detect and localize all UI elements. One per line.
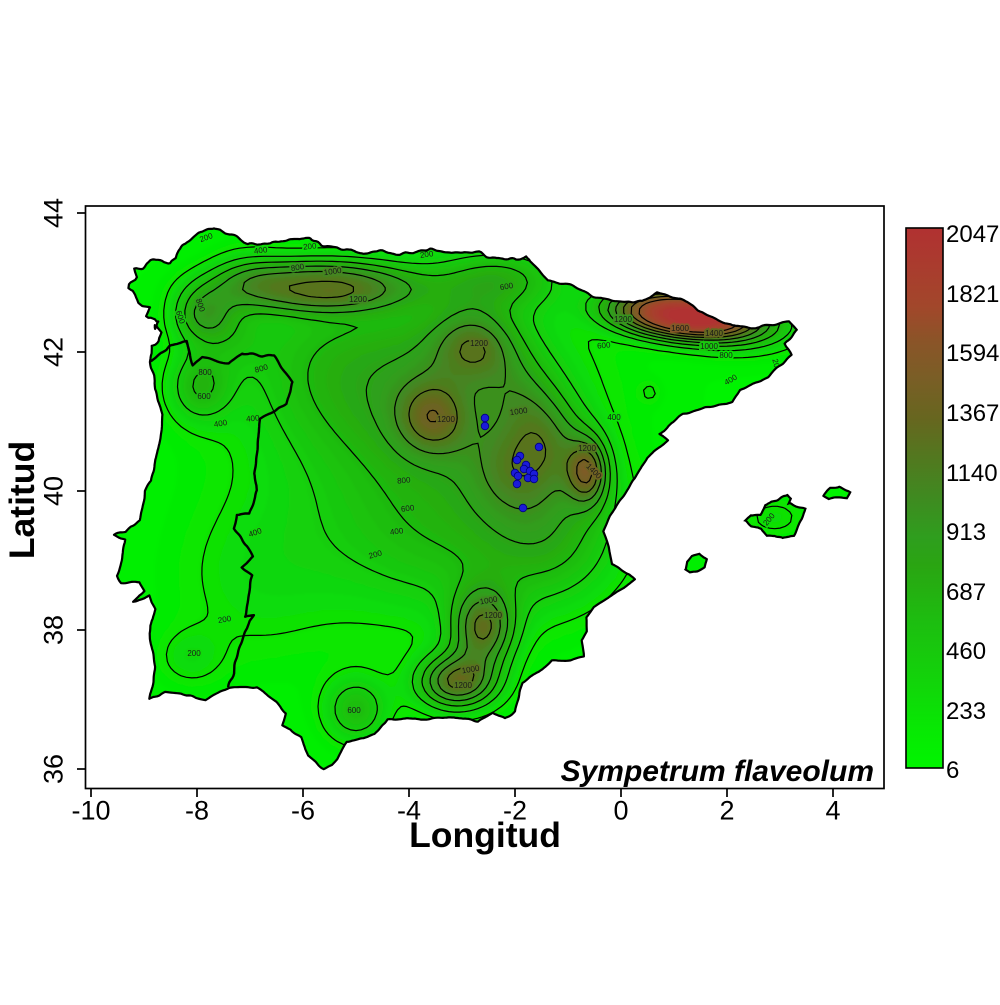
svg-text:800: 800 [397,475,412,485]
svg-text:913: 913 [946,519,986,546]
svg-text:2: 2 [719,796,734,826]
svg-text:200: 200 [303,241,318,251]
svg-text:600: 600 [347,706,361,715]
svg-text:233: 233 [946,698,986,725]
svg-text:1200: 1200 [614,315,632,324]
svg-text:1200: 1200 [578,444,596,453]
svg-text:800: 800 [198,368,212,377]
svg-text:-10: -10 [71,796,110,826]
svg-text:1594: 1594 [946,340,999,367]
svg-text:0: 0 [613,796,628,826]
svg-text:-6: -6 [291,796,315,826]
svg-text:1600: 1600 [671,324,689,333]
svg-text:400: 400 [389,526,404,537]
svg-text:42: 42 [39,337,69,367]
svg-text:1200: 1200 [349,295,367,304]
svg-text:200: 200 [187,649,201,658]
svg-text:687: 687 [946,579,986,606]
svg-text:1821: 1821 [946,281,999,308]
svg-text:1200: 1200 [454,681,472,690]
svg-text:460: 460 [946,638,986,665]
svg-text:4: 4 [825,796,840,826]
svg-text:800: 800 [290,262,305,273]
svg-text:200: 200 [217,614,232,625]
svg-text:1000: 1000 [700,342,718,351]
svg-text:-8: -8 [185,796,209,826]
svg-text:1400: 1400 [705,329,723,338]
svg-text:36: 36 [39,754,69,784]
svg-text:600: 600 [400,503,415,514]
svg-text:1367: 1367 [946,400,999,427]
svg-text:40: 40 [39,476,69,506]
svg-text:800: 800 [719,351,733,360]
svg-text:Longitud: Longitud [409,815,561,855]
svg-text:-4: -4 [397,796,421,826]
svg-text:400: 400 [607,413,621,422]
svg-text:600: 600 [197,392,211,401]
svg-text:600: 600 [499,281,514,292]
svg-text:38: 38 [39,615,69,645]
svg-text:-2: -2 [503,796,527,826]
svg-text:400: 400 [246,413,261,423]
svg-text:1200: 1200 [470,339,488,348]
svg-text:Latitud: Latitud [2,441,42,559]
svg-text:Sympetrum flaveolum: Sympetrum flaveolum [561,755,874,788]
svg-text:1200: 1200 [484,611,502,620]
svg-text:1200: 1200 [437,415,455,424]
svg-text:600: 600 [597,340,612,350]
svg-text:6: 6 [946,757,959,784]
svg-text:2047: 2047 [946,221,999,248]
svg-text:400: 400 [253,245,268,256]
svg-text:400: 400 [213,418,228,429]
svg-text:44: 44 [39,198,69,228]
svg-text:1140: 1140 [946,460,998,487]
